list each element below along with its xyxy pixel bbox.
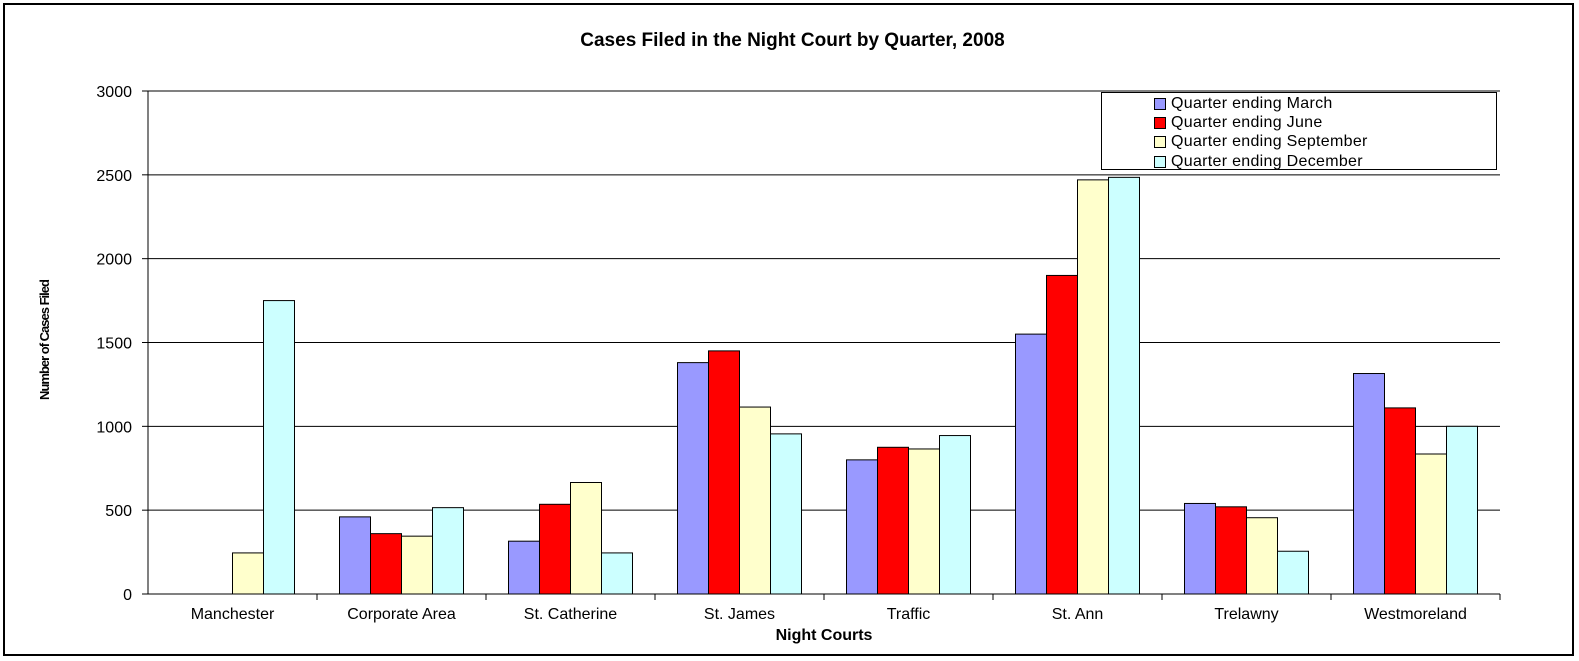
bar-march [339, 516, 371, 595]
y-tick-label: 3000 [96, 84, 132, 101]
bar-september [739, 406, 771, 595]
y-tick-label: 2500 [96, 168, 132, 185]
x-axis-title: Night Courts [775, 627, 873, 644]
bar-june [708, 350, 740, 595]
bar-march [1353, 373, 1385, 595]
bar-september [1415, 453, 1447, 595]
legend-swatch-september [1154, 136, 1166, 149]
bar-december [263, 300, 295, 595]
bar-december [1446, 425, 1478, 595]
bar-march [508, 540, 540, 595]
bar-march [846, 459, 878, 595]
bar-september [232, 552, 264, 595]
chart-title: Cases Filed in the Night Court by Quarte… [580, 30, 1005, 51]
legend-item: Quarter ending September [1154, 133, 1496, 152]
bar-june [877, 446, 909, 595]
bar-december [1277, 550, 1309, 595]
bar-december [1108, 176, 1140, 595]
bar-march [677, 362, 709, 595]
x-tick-label: St. James [704, 606, 775, 623]
bar-september [1077, 179, 1109, 595]
y-tick-label: 1500 [96, 336, 132, 353]
bar-june [539, 503, 571, 595]
x-tick-label: Manchester [191, 606, 275, 623]
bar-september [570, 482, 602, 595]
legend-item: Quarter ending December [1154, 152, 1496, 171]
legend-label: Quarter ending June [1171, 114, 1323, 132]
bar-june [1215, 506, 1247, 595]
bar-december [939, 435, 971, 595]
bar-december [601, 552, 633, 595]
bar-june [1384, 407, 1416, 595]
y-tick-label: 500 [105, 503, 132, 520]
x-tick-label: Corporate Area [347, 606, 456, 623]
legend-label: Quarter ending September [1171, 133, 1368, 151]
x-tick-label: St. Ann [1052, 606, 1104, 623]
bar-september [401, 535, 433, 595]
bar-june [1046, 274, 1078, 595]
legend-item: Quarter ending June [1154, 113, 1496, 132]
bar-september [1246, 517, 1278, 595]
bar-march [1015, 333, 1047, 595]
bar-december [432, 507, 464, 595]
legend-item: Quarter ending March [1154, 94, 1496, 113]
legend-swatch-june [1154, 117, 1166, 130]
legend: Quarter ending March Quarter ending June… [1101, 92, 1497, 170]
y-tick-label: 1000 [96, 419, 132, 436]
bar-march [1184, 502, 1216, 595]
x-tick-label: Traffic [887, 606, 931, 623]
bar-june [370, 533, 402, 595]
legend-swatch-march [1154, 97, 1166, 110]
x-tick-label: Westmoreland [1364, 606, 1467, 623]
y-tick-label: 2000 [96, 252, 132, 269]
x-tick-label: Trelawny [1214, 606, 1278, 623]
legend-swatch-december [1154, 155, 1166, 168]
legend-label: Quarter ending December [1171, 152, 1363, 170]
x-tick-label: St. Catherine [524, 606, 617, 623]
y-tick-label: 0 [123, 587, 132, 604]
bar-december [770, 433, 802, 595]
bar-september [908, 448, 940, 595]
legend-label: Quarter ending March [1171, 94, 1333, 112]
